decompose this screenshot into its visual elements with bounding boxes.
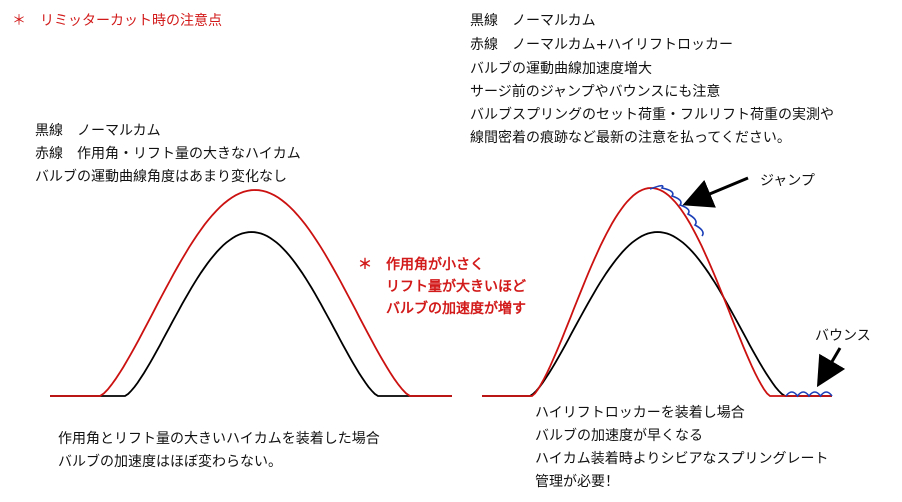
left-normal-cam-curve <box>50 231 452 397</box>
right-legend-attention: 線間密着の痕跡など最新の注意を払ってください。 <box>470 130 791 146</box>
right-high-lift-rocker-curve <box>482 187 832 397</box>
right-legend-acceleration: バルブの運動曲線加速度増大 <box>470 61 652 77</box>
jump-label: ジャンプ <box>760 173 815 189</box>
bounce-label: バウンス <box>815 328 871 344</box>
right-caption-line-3: ハイカム装着時よりシビアなスプリングレート <box>535 451 829 467</box>
right-legend-spring: バルブスプリングのセット荷重・フルリフト荷重の実測や <box>470 107 834 123</box>
middle-note-line-3: バルブの加速度が増す <box>386 301 526 317</box>
right-caption-line-2: バルブの加速度が早くなる <box>535 428 703 444</box>
middle-note-marker: ＊ <box>358 257 372 273</box>
middle-note-line-1: 作用角が小さく <box>386 257 484 273</box>
jump-arrow <box>682 176 749 208</box>
limiter-cut-title: ＊ リミッターカット時の注意点 <box>12 13 222 29</box>
right-legend-red: 赤線 ノーマルカム+ハイリフトロッカー <box>470 37 734 53</box>
left-caption-line-2: バルブの加速度はほぼ変わらない。 <box>58 454 282 470</box>
jump-wave-curve <box>649 184 704 237</box>
left-legend-black: 黒線 ノーマルカム <box>35 123 161 139</box>
left-caption-line-1: 作用角とリフト量の大きいハイカムを装着した場合 <box>58 431 380 447</box>
bounce-arrow <box>816 347 846 388</box>
right-legend-black: 黒線 ノーマルカム <box>470 13 596 29</box>
left-high-cam-curve <box>50 189 452 397</box>
bounce-wave-curve <box>785 391 833 398</box>
right-legend-surge: サージ前のジャンプやバウンスにも注意 <box>470 84 721 100</box>
right-caption-line-4: 管理が必要！ <box>535 474 619 490</box>
right-normal-cam-curve <box>482 231 832 397</box>
left-legend-note: バルブの運動曲線角度はあまり変化なし <box>35 169 287 185</box>
middle-note-line-2: リフト量が大きいほど <box>386 279 526 295</box>
left-legend-red: 赤線 作用角・リフト量の大きなハイカム <box>35 146 301 162</box>
right-caption-line-1: ハイリフトロッカーを装着し場合 <box>535 405 745 421</box>
